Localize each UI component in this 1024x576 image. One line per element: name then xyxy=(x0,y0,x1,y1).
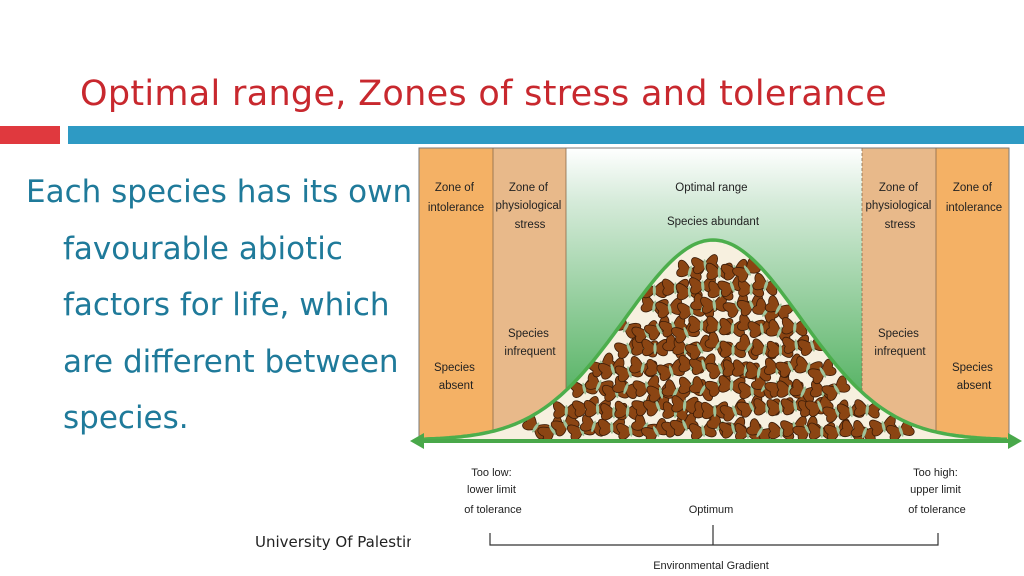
label-zone-stress-left: Zone of physiological stress xyxy=(495,182,564,231)
title-accent-bar-red xyxy=(0,126,60,144)
label-species-absent-right: Species absent xyxy=(952,362,996,392)
label-upper-limit: Too high: upper limit of tolerance xyxy=(908,467,965,516)
butterfly-icon xyxy=(688,419,717,440)
butterfly-icon xyxy=(850,420,880,440)
label-species-infrequent-left: Species infrequent xyxy=(504,328,556,358)
label-zone-stress-right: Zone of physiological stress xyxy=(865,182,934,231)
butterfly-icon xyxy=(853,399,882,419)
gradient-bracket xyxy=(489,533,939,546)
zone-stress-right xyxy=(862,148,936,440)
label-zone-intolerance-left: Zone of intolerance xyxy=(428,182,484,214)
zone-intolerance-right xyxy=(936,148,1009,440)
slide-title: Optimal range, Zones of stress and toler… xyxy=(80,74,888,114)
label-optimum: Optimum xyxy=(689,504,734,516)
footer-text: University Of Palestine xyxy=(255,533,411,551)
butterfly-icon xyxy=(821,375,851,401)
butterfly-icon xyxy=(807,358,837,385)
label-environmental-gradient: Environmental Gradient xyxy=(653,560,769,572)
tolerance-diagram: Zone of intolerance Zone of physiologica… xyxy=(410,147,1022,572)
label-optimal-range: Optimal range Species abundant xyxy=(667,182,760,228)
butterfly-icon xyxy=(781,317,809,336)
zone-stress-left xyxy=(493,148,566,440)
title-accent-bar-blue xyxy=(68,126,1024,144)
label-species-absent-left: Species absent xyxy=(434,362,478,392)
axis-arrow-left xyxy=(410,433,424,449)
label-lower-limit: Too low: lower limit of tolerance xyxy=(464,467,521,516)
zone-intolerance-left xyxy=(419,148,493,440)
label-zone-intolerance-right: Zone of intolerance xyxy=(946,182,1002,214)
abundance-curve xyxy=(419,238,1007,441)
label-species-infrequent-right: Species infrequent xyxy=(874,328,926,358)
body-text: Each species has its own favourable abio… xyxy=(26,174,413,436)
axis-arrow-right xyxy=(1008,433,1022,449)
butterfly-icon xyxy=(641,338,669,357)
